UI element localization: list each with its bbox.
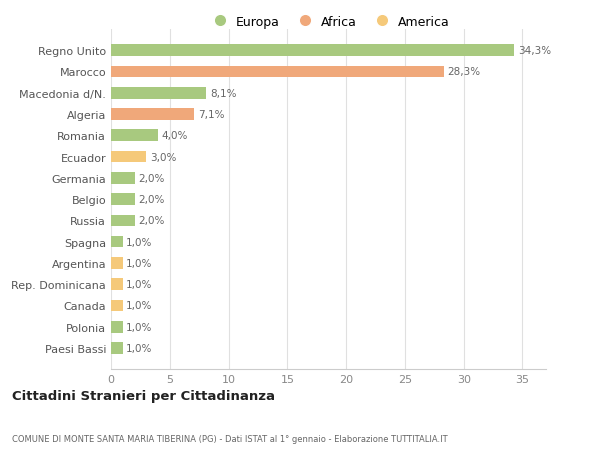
Text: 1,0%: 1,0% [126,301,152,311]
Text: 7,1%: 7,1% [198,110,224,120]
Text: 1,0%: 1,0% [126,237,152,247]
Text: 1,0%: 1,0% [126,258,152,269]
Text: Cittadini Stranieri per Cittadinanza: Cittadini Stranieri per Cittadinanza [12,389,275,403]
Text: COMUNE DI MONTE SANTA MARIA TIBERINA (PG) - Dati ISTAT al 1° gennaio - Elaborazi: COMUNE DI MONTE SANTA MARIA TIBERINA (PG… [12,434,448,442]
Text: 1,0%: 1,0% [126,322,152,332]
Text: 2,0%: 2,0% [138,216,164,226]
Text: 2,0%: 2,0% [138,195,164,205]
Bar [111,342,123,354]
Bar [111,151,146,163]
Text: 28,3%: 28,3% [447,67,481,77]
Bar [111,321,123,333]
Bar [111,67,444,78]
Text: 1,0%: 1,0% [126,343,152,353]
Bar [111,130,158,142]
Text: 2,0%: 2,0% [138,174,164,184]
Bar [111,109,194,121]
Bar [111,236,123,248]
Text: 1,0%: 1,0% [126,280,152,290]
Bar [111,194,134,206]
Bar [111,279,123,291]
Bar [111,215,134,227]
Legend: Europa, Africa, America: Europa, Africa, America [202,11,455,34]
Bar [111,173,134,184]
Bar [111,300,123,312]
Bar [111,45,514,57]
Text: 34,3%: 34,3% [518,46,551,56]
Text: 3,0%: 3,0% [150,152,176,162]
Text: 4,0%: 4,0% [161,131,188,141]
Text: 8,1%: 8,1% [210,89,236,99]
Bar [111,257,123,269]
Bar [111,88,206,100]
